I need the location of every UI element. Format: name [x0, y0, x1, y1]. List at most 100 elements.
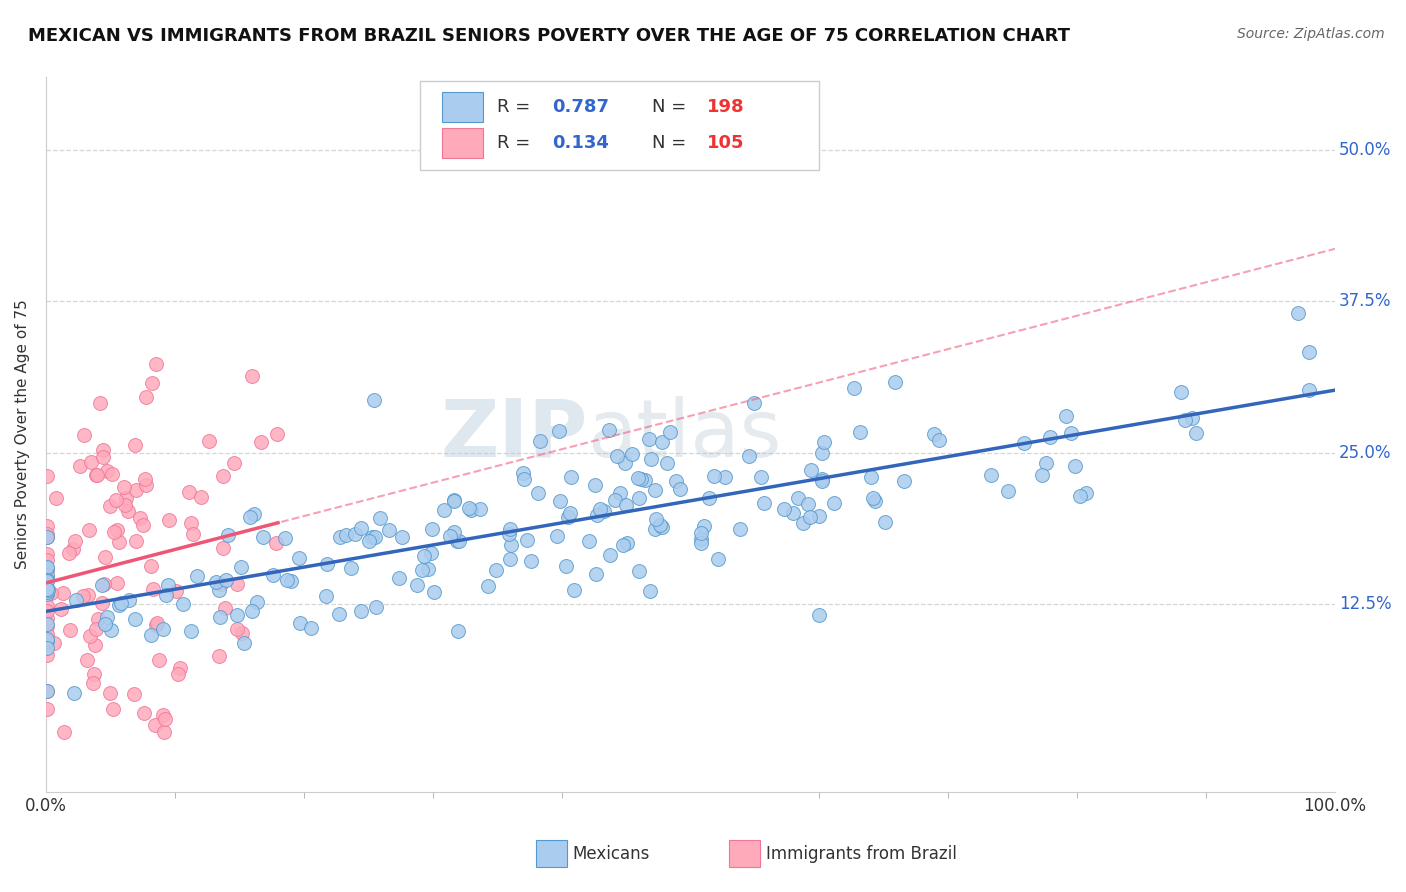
Point — [865, 494, 887, 508]
Point — [520, 554, 543, 568]
Point — [689, 532, 711, 546]
Point — [209, 577, 232, 591]
Point — [651, 434, 673, 449]
Point — [1298, 345, 1320, 359]
Point — [226, 607, 249, 622]
Point — [90, 596, 112, 610]
Point — [157, 513, 180, 527]
Point — [468, 502, 491, 516]
Point — [37, 604, 59, 618]
Point — [689, 536, 711, 550]
Point — [37, 619, 59, 633]
Point — [799, 510, 821, 524]
Point — [132, 517, 155, 532]
Text: N =: N = — [652, 134, 692, 153]
Point — [420, 546, 443, 560]
Point — [449, 533, 471, 548]
Point — [142, 582, 165, 596]
Point — [146, 616, 169, 631]
Point — [172, 597, 194, 611]
Point — [329, 530, 352, 544]
Text: 0.134: 0.134 — [553, 134, 609, 153]
Point — [52, 586, 75, 600]
Point — [141, 376, 163, 390]
Point — [103, 525, 125, 540]
Point — [153, 713, 176, 727]
Point — [134, 471, 156, 485]
Point — [79, 628, 101, 642]
Point — [299, 621, 322, 635]
Point — [443, 494, 465, 508]
Point — [388, 571, 411, 585]
Point — [177, 484, 200, 499]
Point — [153, 725, 176, 739]
Point — [72, 589, 94, 603]
Point — [225, 577, 247, 591]
Point — [166, 584, 188, 599]
Text: 0.787: 0.787 — [553, 98, 610, 117]
Point — [229, 560, 252, 574]
Point — [249, 434, 271, 449]
Point — [411, 563, 433, 577]
Point — [37, 519, 59, 533]
Point — [76, 653, 98, 667]
Point — [499, 522, 522, 536]
Point — [1054, 409, 1077, 424]
Point — [59, 624, 82, 638]
Text: N =: N = — [652, 98, 692, 117]
Point — [212, 541, 235, 555]
Point — [37, 553, 59, 567]
Point — [37, 702, 59, 716]
Point — [118, 592, 141, 607]
Point — [129, 510, 152, 524]
Point — [742, 396, 765, 410]
Point — [665, 474, 688, 488]
Point — [73, 428, 96, 442]
Point — [100, 624, 122, 638]
Point — [335, 528, 357, 542]
Point — [190, 491, 212, 505]
Point — [860, 470, 883, 484]
Point — [37, 531, 59, 545]
Point — [124, 612, 146, 626]
Point — [997, 484, 1019, 499]
Point — [800, 463, 823, 477]
Point — [240, 604, 263, 618]
Text: Immigrants from Brazil: Immigrants from Brazil — [766, 845, 956, 863]
Point — [1012, 435, 1035, 450]
Point — [37, 574, 59, 588]
Point — [357, 533, 380, 548]
Point — [499, 552, 522, 566]
Point — [37, 572, 59, 586]
Point — [813, 434, 835, 449]
Point — [232, 636, 254, 650]
Text: 25.0%: 25.0% — [1339, 443, 1392, 462]
Point — [98, 686, 121, 700]
Point — [849, 425, 872, 440]
Point — [364, 600, 387, 615]
Point — [1031, 467, 1053, 482]
Point — [773, 502, 796, 516]
Point — [290, 615, 312, 630]
Point — [93, 577, 115, 591]
Point — [94, 616, 117, 631]
Point — [37, 571, 59, 585]
Text: 37.5%: 37.5% — [1339, 293, 1392, 310]
Point — [526, 486, 548, 500]
Text: 198: 198 — [707, 98, 745, 117]
Point — [627, 491, 650, 505]
Point — [697, 491, 720, 506]
Point — [754, 496, 776, 510]
Point — [585, 508, 607, 523]
Point — [447, 624, 470, 639]
Point — [122, 687, 145, 701]
Point — [893, 474, 915, 488]
Point — [439, 529, 461, 543]
Point — [412, 549, 434, 563]
Point — [706, 551, 728, 566]
Point — [363, 530, 385, 544]
Bar — [441, 93, 484, 122]
Point — [808, 508, 831, 523]
Point — [423, 585, 446, 599]
Point — [786, 491, 808, 506]
